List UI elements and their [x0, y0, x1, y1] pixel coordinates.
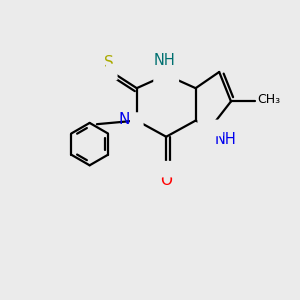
- Text: N: N: [131, 113, 143, 128]
- Text: O: O: [160, 162, 172, 177]
- Text: N: N: [119, 112, 130, 127]
- Text: NH: NH: [154, 53, 176, 68]
- Text: O: O: [160, 173, 172, 188]
- Text: NH: NH: [154, 68, 178, 82]
- Text: CH₃: CH₃: [257, 93, 280, 106]
- Text: NH: NH: [215, 132, 236, 147]
- Text: S: S: [104, 55, 114, 70]
- Text: S: S: [107, 64, 117, 80]
- Text: NH: NH: [198, 120, 223, 135]
